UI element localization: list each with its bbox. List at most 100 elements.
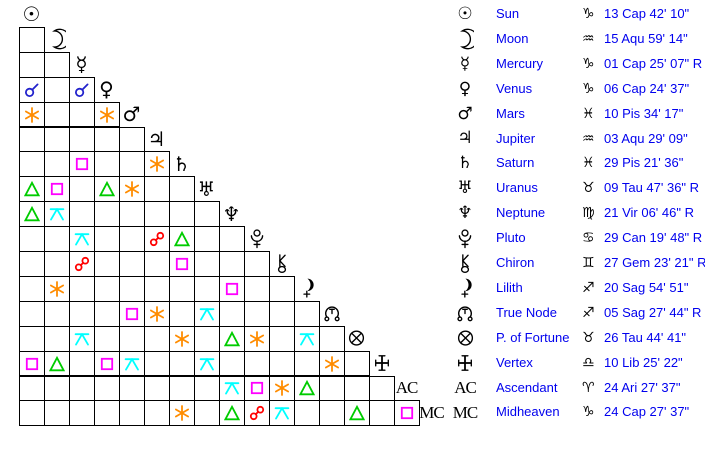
aspect-cell-midheaven-pluto xyxy=(244,400,270,427)
aspect-cell-neptune-sun xyxy=(19,201,45,228)
legend-planet-name[interactable]: Mars xyxy=(496,105,525,121)
legend-planet-name[interactable]: Saturn xyxy=(496,155,535,171)
aspect-cell-empty xyxy=(44,251,70,277)
aspect-cell-empty xyxy=(169,275,195,302)
legend-planet-name[interactable]: Jupiter xyxy=(496,130,536,146)
legend-sun-glyph-icon: ☉ xyxy=(457,3,473,24)
aspect-cell-pluto-saturn xyxy=(169,226,195,252)
aspect-cell-empty xyxy=(119,151,145,178)
saturn-glyph-icon: ♄ xyxy=(172,151,191,176)
legend-planet-position: 01 Cap 25' 07" R xyxy=(604,55,703,71)
aspect-cell-uranus-venus xyxy=(94,176,120,203)
legend-neptune-glyph-icon: ♆ xyxy=(457,203,473,224)
aspect-cell-empty xyxy=(219,300,245,327)
aspect-cell-empty xyxy=(194,400,220,427)
sagittarius-sign-icon: ♐ xyxy=(582,304,595,321)
legend-planet-position: 29 Pis 21' 36" xyxy=(604,155,684,171)
truenode-glyph-icon xyxy=(319,301,344,326)
aspect-cell-empty xyxy=(19,300,45,327)
aspect-cell-empty xyxy=(44,325,70,352)
aspect-cell-empty xyxy=(44,151,70,178)
capricorn-sign-icon: ♑ xyxy=(582,404,595,421)
ascendant-glyph-icon: AC xyxy=(395,377,419,397)
vertex-glyph-icon xyxy=(369,351,394,376)
aspect-cell-vertex-truenode xyxy=(319,350,345,377)
aspect-cell-empty xyxy=(119,325,145,352)
aspect-cell-empty xyxy=(194,251,220,277)
legend-planet-name[interactable]: Uranus xyxy=(496,180,538,196)
aspect-cell-empty xyxy=(269,325,295,352)
legend-planet-name[interactable]: Chiron xyxy=(496,255,535,270)
aspect-cell-empty xyxy=(244,275,270,302)
aspect-cell-saturn-jupiter xyxy=(144,151,170,178)
aspect-cell-empty xyxy=(19,126,45,153)
legend-planet-name[interactable]: Vertex xyxy=(496,354,533,370)
pisces-sign-icon: ♓ xyxy=(582,105,595,122)
aspect-cell-empty xyxy=(94,201,120,228)
legend-planet-name[interactable]: Pluto xyxy=(496,230,526,246)
aspect-cell-empty xyxy=(244,300,270,327)
aspect-cell-midheaven-ascendant xyxy=(394,400,420,427)
taurus-sign-icon: ♉ xyxy=(582,180,595,197)
aspect-cell-empty xyxy=(194,325,220,352)
legend-planet-name[interactable]: Neptune xyxy=(496,205,546,221)
aspect-cell-empty xyxy=(194,201,220,228)
aspect-cell-empty xyxy=(19,226,45,252)
legend-planet-name[interactable]: Venus xyxy=(496,80,533,96)
legend-planet-name[interactable]: Sun xyxy=(496,6,520,21)
aspect-cell-chiron-saturn xyxy=(169,251,195,277)
aspect-cell-empty xyxy=(219,251,245,277)
aspect-cell-empty xyxy=(19,400,45,427)
aspect-cell-mars-venus xyxy=(94,101,120,128)
capricorn-sign-icon: ♑ xyxy=(582,55,595,72)
aspect-cell-empty xyxy=(69,350,95,377)
aspect-cell-vertex-mars xyxy=(119,350,145,377)
legend-planet-name[interactable]: Mercury xyxy=(496,55,543,71)
aspect-cell-empty xyxy=(144,400,170,427)
aspect-cell-fortune-mercury xyxy=(69,325,95,352)
legend-planet-name[interactable]: Ascendant xyxy=(496,379,558,395)
aspect-cell-empty xyxy=(19,325,45,352)
aspect-cell-midheaven-saturn xyxy=(169,400,195,427)
aspect-cell-empty xyxy=(244,251,270,277)
aspect-cell-empty xyxy=(119,251,145,277)
aspect-cell-ascendant-neptune xyxy=(219,375,245,402)
aspect-cell-saturn-mercury xyxy=(69,151,95,178)
aspect-cell-empty xyxy=(144,375,170,402)
legend-planet-name[interactable]: Moon xyxy=(496,30,529,46)
aspect-cell-midheaven-chiron xyxy=(269,400,295,427)
legend-planet-name[interactable]: P. of Fortune xyxy=(496,329,570,345)
legend-planet-position: 15 Aqu 59' 14" xyxy=(604,30,688,46)
aspect-cell-empty xyxy=(144,325,170,352)
aspect-cell-pluto-mercury xyxy=(69,226,95,252)
aspect-cell-empty xyxy=(169,350,195,377)
taurus-sign-icon: ♉ xyxy=(582,329,595,346)
fortune-glyph-icon xyxy=(344,326,369,351)
aspect-cell-empty xyxy=(344,375,370,402)
legend-fortune-glyph-icon xyxy=(442,326,488,351)
legend-planet-position: 27 Gem 23' 21" R xyxy=(604,255,705,270)
midheaven-glyph-icon: MC xyxy=(419,402,444,422)
legend-planet-position: 10 Lib 25' 22" xyxy=(604,354,683,370)
aspect-cell-truenode-mars xyxy=(119,300,145,327)
legend-planet-name[interactable]: True Node xyxy=(496,304,557,320)
aspect-cell-empty xyxy=(44,300,70,327)
aspect-cell-empty xyxy=(319,375,345,402)
aspect-cell-empty xyxy=(19,251,45,277)
aspect-cell-vertex-sun xyxy=(19,350,45,377)
aspect-cell-empty xyxy=(94,151,120,178)
aspect-cell-empty xyxy=(44,76,70,103)
gemini-sign-icon: ♊ xyxy=(582,255,595,271)
legend-planet-position: 20 Sag 54' 51" xyxy=(604,279,689,295)
aspect-cell-empty xyxy=(44,126,70,153)
legend-planet-name[interactable]: Midheaven xyxy=(496,404,560,420)
aspect-cell-lilith-moon xyxy=(44,275,70,302)
capricorn-sign-icon: ♑ xyxy=(582,80,595,97)
virgo-sign-icon: ♍ xyxy=(582,205,595,222)
legend-planet-name[interactable]: Lilith xyxy=(496,279,523,295)
aspect-cell-empty xyxy=(94,400,120,427)
aries-sign-icon: ♈ xyxy=(582,379,595,396)
legend-moon-glyph-icon xyxy=(442,27,488,52)
aspect-cell-empty xyxy=(69,126,95,153)
legend-planet-position: 26 Tau 44' 41" xyxy=(604,329,687,345)
